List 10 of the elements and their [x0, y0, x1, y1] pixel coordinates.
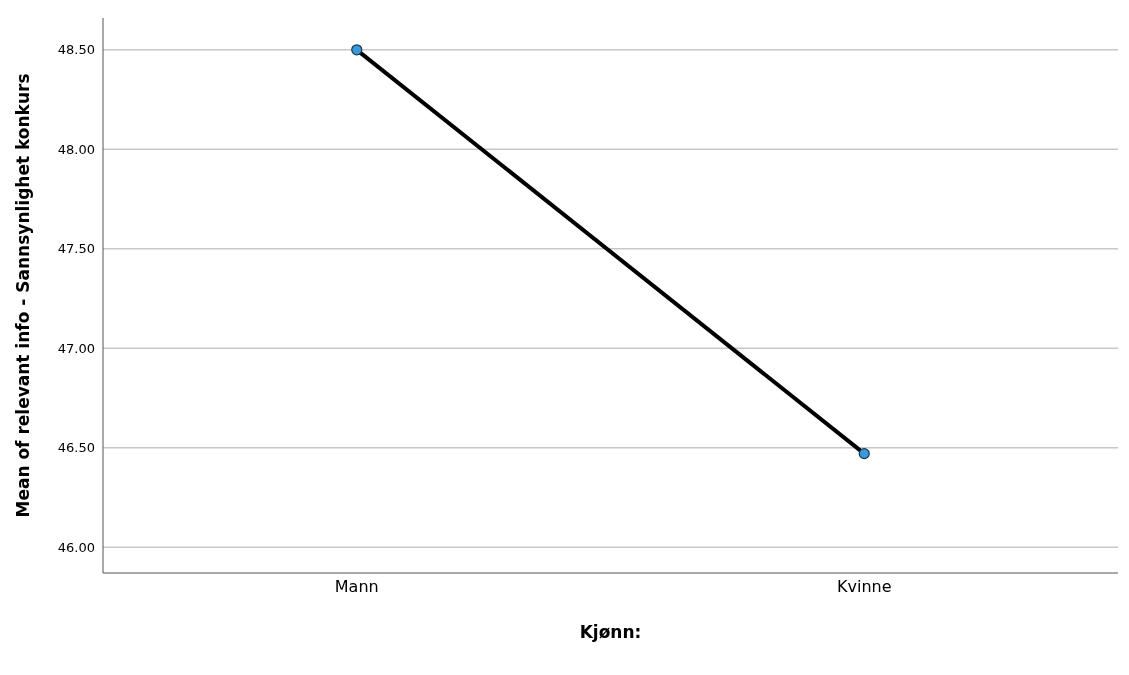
y-tick-label: 46.50 — [57, 440, 95, 456]
x-tick-label: Kvinne — [836, 577, 892, 597]
x-tick-label: Mann — [334, 577, 379, 597]
y-tick-label: 48.50 — [57, 42, 95, 58]
y-tick-label: 47.00 — [57, 340, 95, 356]
y-axis-title: Mean of relevant info - Sannsynlighet konkurs — [13, 73, 34, 518]
y-tick-label: 48.00 — [57, 141, 95, 157]
y-tick-label: 46.00 — [57, 539, 95, 555]
x-axis-title: Kjønn: — [579, 622, 642, 642]
y-tick-label: 47.50 — [57, 241, 95, 257]
